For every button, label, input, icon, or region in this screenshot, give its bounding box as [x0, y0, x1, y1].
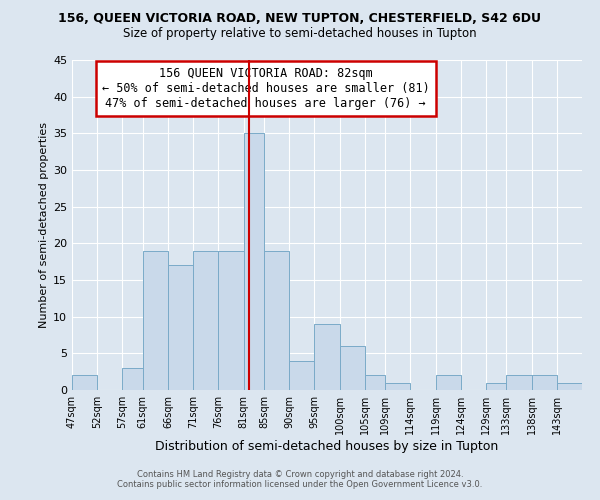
X-axis label: Distribution of semi-detached houses by size in Tupton: Distribution of semi-detached houses by …	[155, 440, 499, 452]
Bar	[436, 376, 461, 390]
Y-axis label: Number of semi-detached properties: Number of semi-detached properties	[39, 122, 49, 328]
Bar	[244, 134, 264, 390]
Bar	[72, 376, 97, 390]
Bar	[264, 250, 289, 390]
Bar	[122, 368, 143, 390]
Bar	[218, 250, 244, 390]
Bar	[486, 382, 506, 390]
Bar	[168, 266, 193, 390]
Text: Size of property relative to semi-detached houses in Tupton: Size of property relative to semi-detach…	[123, 28, 477, 40]
Text: Contains HM Land Registry data © Crown copyright and database right 2024.
Contai: Contains HM Land Registry data © Crown c…	[118, 470, 482, 489]
Bar	[193, 250, 218, 390]
Bar	[365, 376, 385, 390]
Bar	[557, 382, 582, 390]
Bar	[289, 360, 314, 390]
Bar	[506, 376, 532, 390]
Bar	[532, 376, 557, 390]
Text: 156 QUEEN VICTORIA ROAD: 82sqm
← 50% of semi-detached houses are smaller (81)
47: 156 QUEEN VICTORIA ROAD: 82sqm ← 50% of …	[102, 66, 430, 110]
Bar	[314, 324, 340, 390]
Bar	[143, 250, 168, 390]
Bar	[340, 346, 365, 390]
Bar	[385, 382, 410, 390]
Text: 156, QUEEN VICTORIA ROAD, NEW TUPTON, CHESTERFIELD, S42 6DU: 156, QUEEN VICTORIA ROAD, NEW TUPTON, CH…	[59, 12, 542, 26]
